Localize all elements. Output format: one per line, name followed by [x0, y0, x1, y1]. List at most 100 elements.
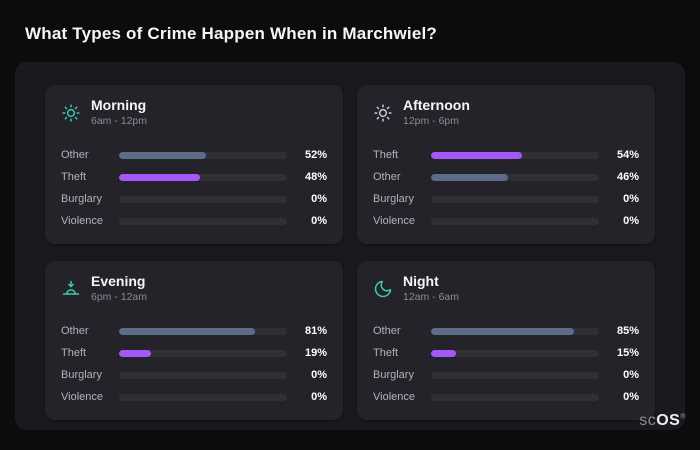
bar-value: 19%	[304, 347, 327, 359]
bar-value: 85%	[616, 325, 639, 337]
card-evening: Evening 6pm - 12am Other 81% Theft 19% B…	[45, 261, 343, 420]
bar-value: 0%	[311, 215, 327, 227]
bar-track	[119, 195, 287, 203]
bar-fill	[119, 327, 256, 335]
bar-track	[431, 217, 599, 225]
brand-suffix: OS	[656, 412, 681, 429]
card-titles: Evening 6pm - 12am	[91, 273, 147, 304]
cards-grid: Morning 6am - 12pm Other 52% Theft 48% B…	[45, 85, 655, 420]
bar-fill	[119, 173, 200, 181]
bar-value: 0%	[311, 193, 327, 205]
bar-label: Other	[373, 325, 401, 337]
bar-row: Theft 19%	[61, 346, 327, 360]
bar-fill	[431, 327, 574, 335]
card-header: Night 12am - 6am	[373, 273, 639, 304]
bar-value: 0%	[623, 215, 639, 227]
bar-label: Violence	[61, 391, 103, 403]
bar-row: Burglary 0%	[61, 192, 327, 206]
card-title: Evening	[91, 273, 146, 289]
brand-prefix: sc	[639, 412, 657, 429]
card-titles: Morning 6am - 12pm	[91, 97, 147, 128]
bar-value: 52%	[304, 149, 327, 161]
card-title: Afternoon	[403, 97, 470, 113]
bar-row: Burglary 0%	[373, 368, 639, 382]
bar-fill	[119, 151, 207, 159]
bar-row: Violence 0%	[373, 390, 639, 404]
bar-fill	[431, 349, 457, 357]
card-subtitle: 12pm - 6pm	[403, 115, 460, 127]
bar-track	[431, 349, 599, 357]
bar-track	[119, 217, 287, 225]
bar-value: 0%	[623, 369, 639, 381]
sun-icon	[373, 103, 393, 123]
bar-value: 0%	[623, 193, 639, 205]
bar-row: Theft 15%	[373, 346, 639, 360]
bar-value: 54%	[616, 149, 639, 161]
bar-label: Burglary	[373, 193, 414, 205]
bar-track	[119, 327, 287, 335]
bar-track	[119, 151, 287, 159]
bar-track	[119, 173, 287, 181]
page-title: What Types of Crime Happen When in March…	[25, 24, 438, 43]
card-afternoon: Afternoon 12pm - 6pm Theft 54% Other 46%…	[357, 85, 655, 244]
moon-icon	[373, 279, 393, 299]
sun-icon	[61, 103, 81, 123]
bar-value: 0%	[623, 391, 639, 403]
card-subtitle: 6pm - 12am	[91, 291, 148, 303]
bar-label: Burglary	[373, 369, 414, 381]
bar-label: Violence	[373, 215, 415, 227]
bar-rows: Other 81% Theft 19% Burglary 0% Violence	[61, 324, 327, 404]
bar-label: Violence	[373, 391, 415, 403]
bar-rows: Theft 54% Other 46% Burglary 0% Violence	[373, 148, 639, 228]
sunset-icon	[61, 279, 81, 299]
bar-row: Theft 54%	[373, 148, 639, 162]
bar-row: Other 52%	[61, 148, 327, 162]
bar-row: Burglary 0%	[61, 368, 327, 382]
bar-track	[431, 151, 599, 159]
bar-label: Other	[61, 325, 89, 337]
card-titles: Afternoon 12pm - 6pm	[403, 97, 470, 128]
bar-track	[431, 173, 599, 181]
bar-fill	[119, 349, 151, 357]
bar-label: Theft	[373, 347, 399, 359]
bar-track	[119, 349, 287, 357]
bar-value: 0%	[311, 369, 327, 381]
bar-label: Theft	[373, 149, 399, 161]
bar-label: Violence	[61, 215, 103, 227]
bar-value: 46%	[616, 171, 639, 183]
bar-row: Violence 0%	[61, 214, 327, 228]
bar-track	[431, 393, 599, 401]
bar-label: Burglary	[61, 369, 102, 381]
brand-logo: scOS®	[639, 412, 686, 430]
bar-value: 48%	[304, 171, 327, 183]
card-subtitle: 12am - 6am	[403, 291, 460, 303]
bar-value: 81%	[304, 325, 327, 337]
bar-track	[119, 393, 287, 401]
card-titles: Night 12am - 6am	[403, 273, 459, 304]
bar-label: Theft	[61, 347, 87, 359]
card-header: Morning 6am - 12pm	[61, 97, 327, 128]
bar-track	[431, 327, 599, 335]
bar-value: 15%	[616, 347, 639, 359]
bar-row: Violence 0%	[373, 214, 639, 228]
bar-row: Violence 0%	[61, 390, 327, 404]
bar-label: Theft	[61, 171, 87, 183]
bar-label: Other	[373, 171, 401, 183]
bar-row: Other 81%	[61, 324, 327, 338]
bar-track	[431, 371, 599, 379]
bar-row: Other 46%	[373, 170, 639, 184]
bar-label: Burglary	[61, 193, 102, 205]
card-title: Morning	[91, 97, 147, 113]
bar-row: Other 85%	[373, 324, 639, 338]
card-subtitle: 6am - 12pm	[91, 115, 148, 127]
card-night: Night 12am - 6am Other 85% Theft 15% Bur…	[357, 261, 655, 420]
card-header: Evening 6pm - 12am	[61, 273, 327, 304]
main-container: Morning 6am - 12pm Other 52% Theft 48% B…	[15, 62, 685, 430]
bar-value: 0%	[311, 391, 327, 403]
bar-row: Theft 48%	[61, 170, 327, 184]
registered-mark: ®	[680, 413, 686, 421]
card-title: Night	[403, 273, 439, 289]
card-morning: Morning 6am - 12pm Other 52% Theft 48% B…	[45, 85, 343, 244]
bar-row: Burglary 0%	[373, 192, 639, 206]
card-header: Afternoon 12pm - 6pm	[373, 97, 639, 128]
